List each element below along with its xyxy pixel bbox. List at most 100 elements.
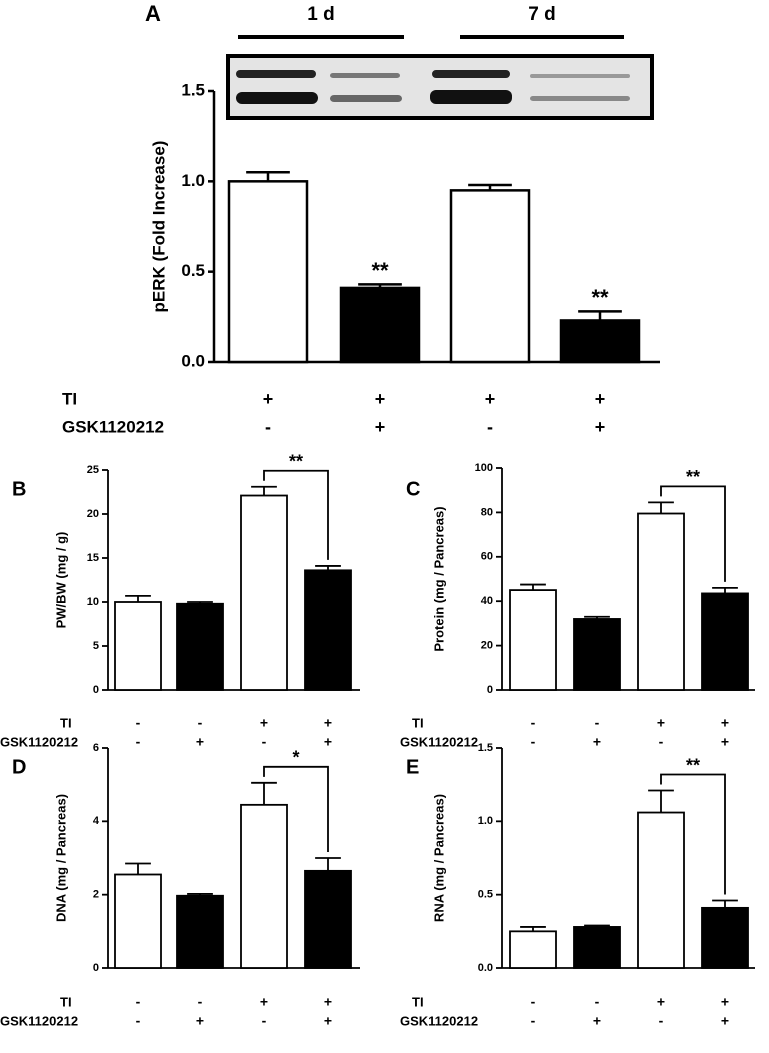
bar xyxy=(701,592,749,691)
condition-mark: - xyxy=(531,994,536,1010)
error-bar xyxy=(584,924,610,927)
condition-mark: - xyxy=(262,734,267,750)
condition-mark: + xyxy=(196,1013,204,1029)
y-tick-label: 25 xyxy=(87,464,99,476)
y-axis-label: Protein (mg / Pancreas) xyxy=(431,506,446,651)
y-tick-label: 1.0 xyxy=(181,171,205,190)
y-tick-label: 10 xyxy=(87,596,99,608)
y-tick-label: 2 xyxy=(93,889,99,901)
y-tick-label: 4 xyxy=(93,815,100,827)
bar xyxy=(304,569,352,691)
error-bar xyxy=(125,862,151,875)
significance-label: * xyxy=(292,748,299,768)
error-bar xyxy=(315,565,341,571)
y-tick-label: 15 xyxy=(87,552,99,564)
y-tick-label: 20 xyxy=(87,508,99,520)
condition-mark: + xyxy=(485,389,496,409)
significance-bracket xyxy=(660,485,726,582)
bar xyxy=(559,319,641,364)
bar xyxy=(449,189,531,364)
bar xyxy=(304,869,352,969)
condition-mark: + xyxy=(593,1013,601,1029)
error-bar xyxy=(520,926,546,932)
condition-mark: + xyxy=(375,417,386,437)
condition-name: TI xyxy=(412,715,424,730)
condition-name: TI xyxy=(60,994,72,1009)
y-tick-label: 5 xyxy=(93,640,99,652)
condition-name: GSK1120212 xyxy=(400,734,478,749)
error-bar xyxy=(187,601,213,604)
y-axis-label: pERK (Fold Increase) xyxy=(149,141,168,313)
condition-mark: - xyxy=(262,1013,267,1029)
significance-label: ** xyxy=(686,467,700,487)
significance-label: ** xyxy=(289,451,303,471)
error-bar xyxy=(246,171,290,182)
panel-label: B xyxy=(12,478,26,500)
y-tick-label: 20 xyxy=(481,640,493,652)
condition-mark: + xyxy=(263,389,274,409)
bar xyxy=(573,926,621,969)
condition-name: GSK1120212 xyxy=(0,1013,78,1028)
significance-bracket xyxy=(263,765,329,852)
condition-mark: - xyxy=(659,734,664,750)
condition-mark: + xyxy=(260,994,268,1010)
condition-mark: - xyxy=(659,1013,664,1029)
condition-mark: + xyxy=(721,734,729,750)
condition-mark: + xyxy=(657,715,665,731)
y-axis-label: PW/BW (mg / g) xyxy=(53,532,68,629)
group-label: 1 d xyxy=(307,4,334,25)
bar xyxy=(637,512,685,691)
error-bar xyxy=(125,594,151,602)
significance-bracket xyxy=(660,773,726,895)
bar xyxy=(509,930,557,969)
y-tick-label: 0.0 xyxy=(181,351,205,370)
error-bar xyxy=(358,283,402,288)
panel-label: C xyxy=(406,478,420,500)
panel-label: E xyxy=(406,756,419,778)
western-blot xyxy=(226,54,654,120)
condition-mark: + xyxy=(375,389,386,409)
condition-mark: + xyxy=(324,715,332,731)
y-tick-label: 1.5 xyxy=(478,742,493,754)
condition-mark: + xyxy=(196,734,204,750)
condition-name: TI xyxy=(62,389,77,408)
y-axis-label: DNA (mg / Pancreas) xyxy=(53,794,68,922)
error-bar xyxy=(187,893,213,896)
y-tick-label: 0 xyxy=(487,684,493,696)
condition-mark: - xyxy=(198,715,203,731)
y-tick-label: 0.5 xyxy=(181,261,205,280)
condition-mark: + xyxy=(721,1013,729,1029)
condition-mark: - xyxy=(595,994,600,1010)
condition-mark: - xyxy=(136,734,141,750)
condition-mark: + xyxy=(721,715,729,731)
condition-name: TI xyxy=(60,715,72,730)
group-label: 7 d xyxy=(528,4,555,25)
condition-mark: + xyxy=(324,1013,332,1029)
condition-mark: - xyxy=(531,1013,536,1029)
condition-mark: + xyxy=(324,734,332,750)
error-bar xyxy=(648,789,674,813)
bar xyxy=(573,618,621,691)
error-bar xyxy=(251,485,277,496)
bar xyxy=(637,811,685,969)
error-bar xyxy=(315,857,341,871)
significance-bracket xyxy=(263,469,329,560)
bar xyxy=(240,494,288,691)
bar xyxy=(701,906,749,969)
condition-name: TI xyxy=(412,994,424,1009)
y-tick-label: 60 xyxy=(481,551,493,563)
bar xyxy=(114,873,162,969)
error-bar xyxy=(648,501,674,514)
y-tick-label: 100 xyxy=(475,462,493,474)
error-bar xyxy=(712,899,738,908)
significance-label: ** xyxy=(371,258,389,283)
bar xyxy=(240,803,288,969)
error-bar xyxy=(468,183,512,191)
y-tick-label: 1.5 xyxy=(181,80,205,99)
error-bar xyxy=(578,310,622,321)
condition-name: GSK1120212 xyxy=(400,1013,478,1028)
error-bar xyxy=(520,583,546,591)
condition-mark: + xyxy=(721,994,729,1010)
condition-name: GSK1120212 xyxy=(0,734,78,749)
condition-mark: + xyxy=(260,715,268,731)
